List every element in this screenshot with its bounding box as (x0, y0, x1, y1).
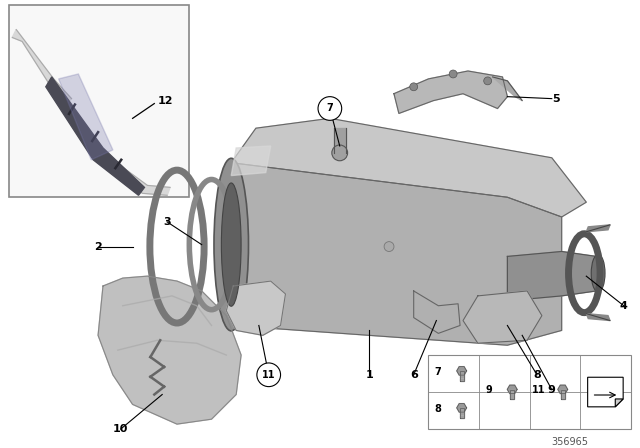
Polygon shape (561, 390, 564, 399)
Text: 10: 10 (113, 424, 129, 434)
Polygon shape (394, 71, 508, 113)
Text: 8: 8 (435, 404, 442, 414)
Text: 2: 2 (94, 241, 102, 252)
Polygon shape (457, 404, 467, 412)
Polygon shape (460, 408, 463, 418)
Polygon shape (508, 251, 596, 301)
Polygon shape (588, 377, 623, 407)
Text: 1: 1 (365, 370, 373, 380)
Text: 356965: 356965 (552, 437, 589, 447)
Polygon shape (59, 74, 113, 160)
Polygon shape (227, 281, 285, 336)
Polygon shape (413, 291, 460, 333)
Text: 8: 8 (533, 370, 541, 380)
Bar (429, 355, 630, 429)
Circle shape (384, 241, 394, 251)
Text: 7: 7 (326, 103, 333, 113)
Text: 9: 9 (485, 385, 492, 395)
Text: 9: 9 (548, 384, 556, 395)
Ellipse shape (591, 254, 605, 292)
Text: 6: 6 (410, 370, 418, 380)
Polygon shape (231, 118, 586, 217)
Polygon shape (586, 314, 610, 320)
Polygon shape (558, 385, 568, 394)
Ellipse shape (214, 158, 248, 331)
Text: 11: 11 (262, 370, 275, 380)
Polygon shape (46, 77, 145, 195)
Polygon shape (508, 385, 517, 394)
Polygon shape (586, 225, 610, 232)
Text: 4: 4 (620, 301, 628, 311)
Polygon shape (463, 291, 542, 343)
Polygon shape (460, 371, 463, 381)
Circle shape (257, 363, 280, 387)
Polygon shape (510, 390, 514, 399)
Polygon shape (98, 153, 170, 195)
Polygon shape (457, 366, 467, 375)
Polygon shape (98, 276, 241, 424)
Polygon shape (231, 146, 271, 176)
Circle shape (484, 77, 492, 85)
Circle shape (410, 83, 418, 91)
Circle shape (318, 97, 342, 121)
Ellipse shape (221, 183, 241, 306)
Text: 12: 12 (157, 95, 173, 106)
Ellipse shape (332, 145, 348, 161)
Text: 5: 5 (552, 94, 559, 103)
Text: 7: 7 (435, 366, 442, 377)
Polygon shape (615, 399, 623, 407)
Text: 3: 3 (163, 217, 171, 227)
Polygon shape (493, 77, 522, 101)
Polygon shape (231, 163, 562, 345)
Circle shape (449, 70, 457, 78)
Bar (10, 5, 189, 197)
Text: 11: 11 (532, 385, 546, 395)
Polygon shape (12, 30, 72, 107)
Polygon shape (334, 128, 346, 153)
